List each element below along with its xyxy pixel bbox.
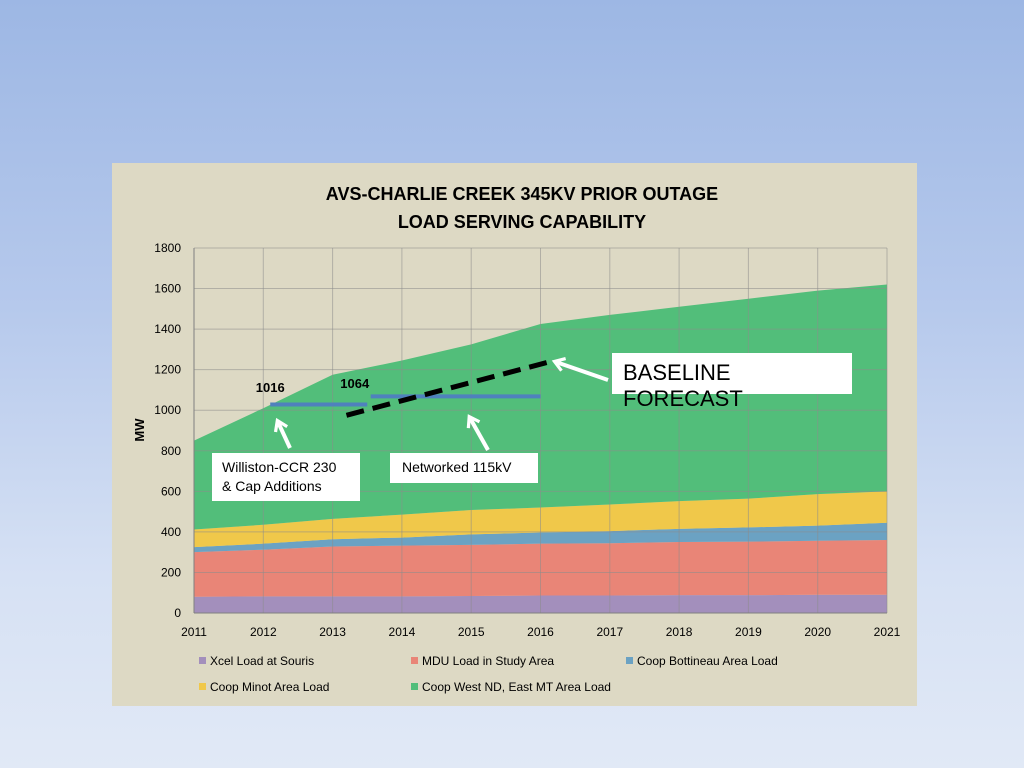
axes <box>193 248 887 614</box>
y-tick-label: 0 <box>174 606 181 620</box>
y-tick-label: 1400 <box>154 322 181 336</box>
x-tick-label: 2021 <box>874 625 901 639</box>
y-tick-label: 400 <box>161 525 181 539</box>
x-tick-label: 2011 <box>181 625 207 639</box>
x-tick-label: 2016 <box>527 625 554 639</box>
y-tick-label: 1000 <box>154 403 181 417</box>
x-tick-label: 2014 <box>389 625 416 639</box>
tick-labels: 0 200 400 600 800 1000 1200 1400 1600 1800 2011 201… <box>154 241 900 639</box>
baseline-forecast-label: BASELINE FORECAST <box>623 360 743 411</box>
x-tick-label: 2015 <box>458 625 485 639</box>
legend: Xcel Load at Souris MDU Load in Study Are… <box>199 654 778 694</box>
x-tick-label: 2019 <box>735 625 762 639</box>
williston-line1: Williston-CCR 230 <box>222 459 337 475</box>
x-tick-label: 2012 <box>250 625 277 639</box>
y-tick-label: 1200 <box>154 363 181 377</box>
williston-line2: & Cap Additions <box>222 478 322 494</box>
williston-annotation-box: Williston-CCR 230 & Cap Additions <box>212 453 360 501</box>
baseline-forecast-line <box>345 358 555 418</box>
x-tick-label: 2018 <box>666 625 693 639</box>
legend-swatch-2 <box>411 657 418 664</box>
legend-label-5: Coop West ND, East MT Area Load <box>422 680 611 694</box>
legend-swatch-4 <box>199 683 206 690</box>
x-tick-label: 2013 <box>319 625 346 639</box>
legend-label-4: Coop Minot Area Load <box>210 680 329 694</box>
y-tick-label: 600 <box>161 484 181 498</box>
networked-label: Networked 115kV <box>402 459 512 475</box>
y-tick-label: 1600 <box>154 282 181 296</box>
y-tick-label: 800 <box>161 444 181 458</box>
y-tick-label: 1800 <box>154 241 181 255</box>
legend-label-1: Xcel Load at Souris <box>210 654 314 668</box>
y-tick-label: 200 <box>161 565 181 579</box>
legend-label-3: Coop Bottineau Area Load <box>637 654 778 668</box>
baseline-forecast-box: BASELINE FORECAST <box>612 353 852 411</box>
y-axis-label: MW <box>132 418 147 442</box>
x-tick-label: 2020 <box>804 625 831 639</box>
legend-label-2: MDU Load in Study Area <box>422 654 554 668</box>
capability-overlays: 1016 1064 <box>256 358 555 418</box>
legend-swatch-5 <box>411 683 418 690</box>
chart-title-line2: LOAD SERVING CAPABILITY <box>398 212 646 232</box>
capability-label-1064: 1064 <box>340 376 370 391</box>
legend-swatch-1 <box>199 657 206 664</box>
chart-title-line1: AVS-CHARLIE CREEK 345KV PRIOR OUTAGE <box>326 184 718 204</box>
x-tick-label: 2017 <box>596 625 623 639</box>
legend-swatch-3 <box>626 657 633 664</box>
capability-label-1016: 1016 <box>256 380 285 395</box>
networked-annotation-box: Networked 115kV <box>390 453 538 483</box>
